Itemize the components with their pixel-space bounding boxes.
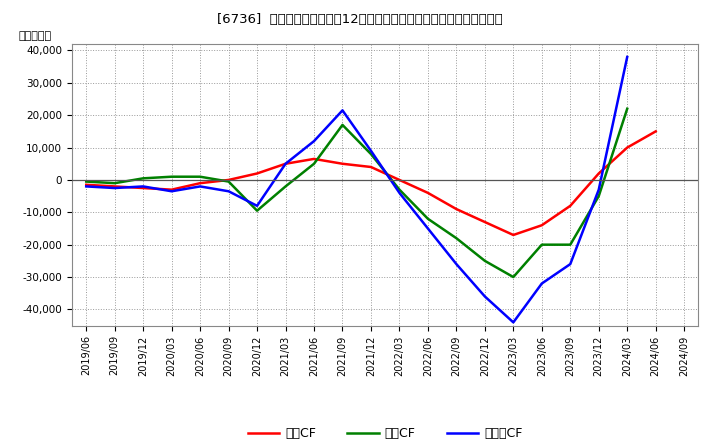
営業CF [452,206,461,212]
フリーCF [509,320,518,325]
フリーCF [423,226,432,231]
営業CF [480,220,489,225]
営業CF [82,182,91,187]
営業CF [167,187,176,192]
営業CF [652,129,660,134]
Line: 投資CF: 投資CF [86,109,627,277]
営業CF [595,171,603,176]
フリーCF [110,185,119,191]
投資CF [395,187,404,192]
営業CF [566,203,575,209]
Legend: 営業CF, 投資CF, フリーCF: 営業CF, 投資CF, フリーCF [243,422,528,440]
フリーCF [139,184,148,189]
フリーCF [196,184,204,189]
フリーCF [595,187,603,192]
投資CF [196,174,204,180]
投資CF [225,179,233,184]
フリーCF [566,261,575,267]
投資CF [452,235,461,241]
フリーCF [537,281,546,286]
投資CF [566,242,575,247]
投資CF [509,275,518,280]
投資CF [253,208,261,213]
投資CF [110,180,119,186]
Line: フリーCF: フリーCF [86,57,627,323]
営業CF [139,185,148,191]
投資CF [82,179,91,184]
営業CF [423,190,432,195]
営業CF [196,180,204,186]
投資CF [537,242,546,247]
フリーCF [82,184,91,189]
フリーCF [366,148,375,154]
投資CF [595,194,603,199]
営業CF [310,156,318,161]
フリーCF [253,203,261,209]
営業CF [509,232,518,238]
フリーCF [480,294,489,299]
営業CF [537,223,546,228]
営業CF [623,145,631,150]
投資CF [167,174,176,180]
フリーCF [167,189,176,194]
営業CF [282,161,290,166]
フリーCF [338,108,347,113]
営業CF [338,161,347,166]
Text: （百万円）: （百万円） [19,31,52,41]
営業CF [366,165,375,170]
営業CF [395,177,404,183]
投資CF [139,176,148,181]
フリーCF [623,54,631,59]
営業CF [253,171,261,176]
フリーCF [225,189,233,194]
投資CF [623,106,631,111]
営業CF [225,177,233,183]
フリーCF [310,139,318,144]
投資CF [282,184,290,189]
投資CF [338,122,347,128]
Text: [6736]  キャッシュフローの12か月移動合計の対前年同期増減額の推移: [6736] キャッシュフローの12か月移動合計の対前年同期増減額の推移 [217,13,503,26]
投資CF [366,151,375,157]
投資CF [310,161,318,166]
投資CF [423,216,432,221]
フリーCF [282,161,290,166]
フリーCF [395,190,404,195]
フリーCF [452,261,461,267]
営業CF [110,184,119,189]
投資CF [480,258,489,264]
Line: 営業CF: 営業CF [86,132,656,235]
